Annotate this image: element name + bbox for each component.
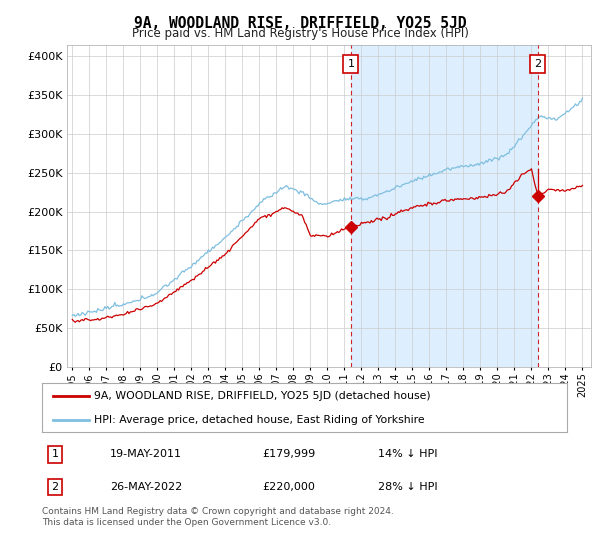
Text: 28% ↓ HPI: 28% ↓ HPI [378,482,437,492]
Text: £220,000: £220,000 [263,482,316,492]
Text: 9A, WOODLAND RISE, DRIFFIELD, YO25 5JD: 9A, WOODLAND RISE, DRIFFIELD, YO25 5JD [134,16,466,31]
Text: 14% ↓ HPI: 14% ↓ HPI [378,449,437,459]
Bar [351,45,538,367]
Text: £179,999: £179,999 [263,449,316,459]
Text: Contains HM Land Registry data © Crown copyright and database right 2024.
This d: Contains HM Land Registry data © Crown c… [42,507,394,527]
Text: 2: 2 [535,59,542,69]
Text: 1: 1 [52,449,59,459]
Text: 26-MAY-2022: 26-MAY-2022 [110,482,182,492]
Text: 1: 1 [347,59,355,69]
Text: 2: 2 [52,482,59,492]
Text: Price paid vs. HM Land Registry's House Price Index (HPI): Price paid vs. HM Land Registry's House … [131,27,469,40]
Text: 19-MAY-2011: 19-MAY-2011 [110,449,182,459]
Text: HPI: Average price, detached house, East Riding of Yorkshire: HPI: Average price, detached house, East… [95,415,425,425]
Text: 9A, WOODLAND RISE, DRIFFIELD, YO25 5JD (detached house): 9A, WOODLAND RISE, DRIFFIELD, YO25 5JD (… [95,391,431,402]
